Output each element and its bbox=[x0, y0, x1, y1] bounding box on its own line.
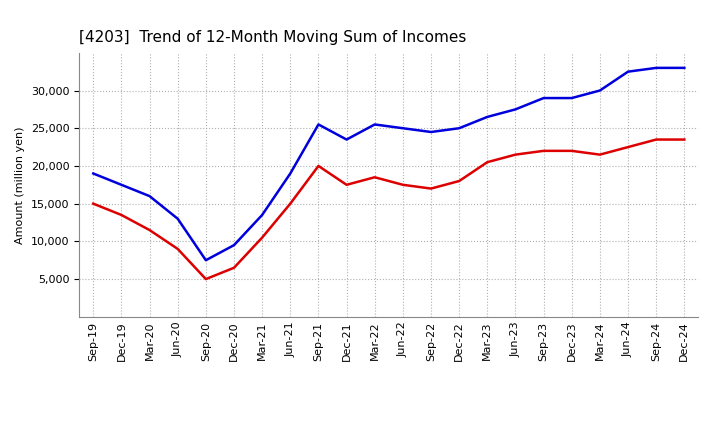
Net Income bbox=[89, 201, 98, 206]
Net Income bbox=[202, 276, 210, 282]
Ordinary Income bbox=[202, 257, 210, 263]
Net Income bbox=[483, 160, 492, 165]
Line: Net Income: Net Income bbox=[94, 139, 684, 279]
Ordinary Income bbox=[567, 95, 576, 101]
Net Income bbox=[624, 144, 632, 150]
Ordinary Income bbox=[174, 216, 182, 221]
Ordinary Income bbox=[342, 137, 351, 142]
Line: Ordinary Income: Ordinary Income bbox=[94, 68, 684, 260]
Ordinary Income bbox=[230, 242, 238, 248]
Ordinary Income bbox=[455, 125, 464, 131]
Ordinary Income bbox=[314, 122, 323, 127]
Net Income bbox=[567, 148, 576, 154]
Ordinary Income bbox=[595, 88, 604, 93]
Net Income bbox=[174, 246, 182, 252]
Net Income bbox=[370, 175, 379, 180]
Net Income bbox=[652, 137, 660, 142]
Net Income bbox=[455, 178, 464, 183]
Net Income bbox=[230, 265, 238, 271]
Ordinary Income bbox=[370, 122, 379, 127]
Ordinary Income bbox=[680, 65, 688, 70]
Ordinary Income bbox=[427, 129, 436, 135]
Net Income bbox=[595, 152, 604, 157]
Net Income bbox=[511, 152, 520, 157]
Net Income bbox=[286, 201, 294, 206]
Net Income bbox=[399, 182, 408, 187]
Y-axis label: Amount (million yen): Amount (million yen) bbox=[15, 126, 25, 244]
Net Income bbox=[427, 186, 436, 191]
Ordinary Income bbox=[483, 114, 492, 120]
Ordinary Income bbox=[624, 69, 632, 74]
Net Income bbox=[314, 163, 323, 169]
Net Income bbox=[680, 137, 688, 142]
Net Income bbox=[145, 227, 154, 233]
Ordinary Income bbox=[511, 107, 520, 112]
Ordinary Income bbox=[539, 95, 548, 101]
Ordinary Income bbox=[652, 65, 660, 70]
Text: [4203]  Trend of 12-Month Moving Sum of Incomes: [4203] Trend of 12-Month Moving Sum of I… bbox=[79, 29, 467, 45]
Ordinary Income bbox=[286, 171, 294, 176]
Net Income bbox=[258, 235, 266, 240]
Ordinary Income bbox=[117, 182, 126, 187]
Net Income bbox=[117, 213, 126, 218]
Net Income bbox=[539, 148, 548, 154]
Ordinary Income bbox=[89, 171, 98, 176]
Net Income bbox=[342, 182, 351, 187]
Ordinary Income bbox=[399, 125, 408, 131]
Ordinary Income bbox=[145, 194, 154, 199]
Ordinary Income bbox=[258, 213, 266, 218]
